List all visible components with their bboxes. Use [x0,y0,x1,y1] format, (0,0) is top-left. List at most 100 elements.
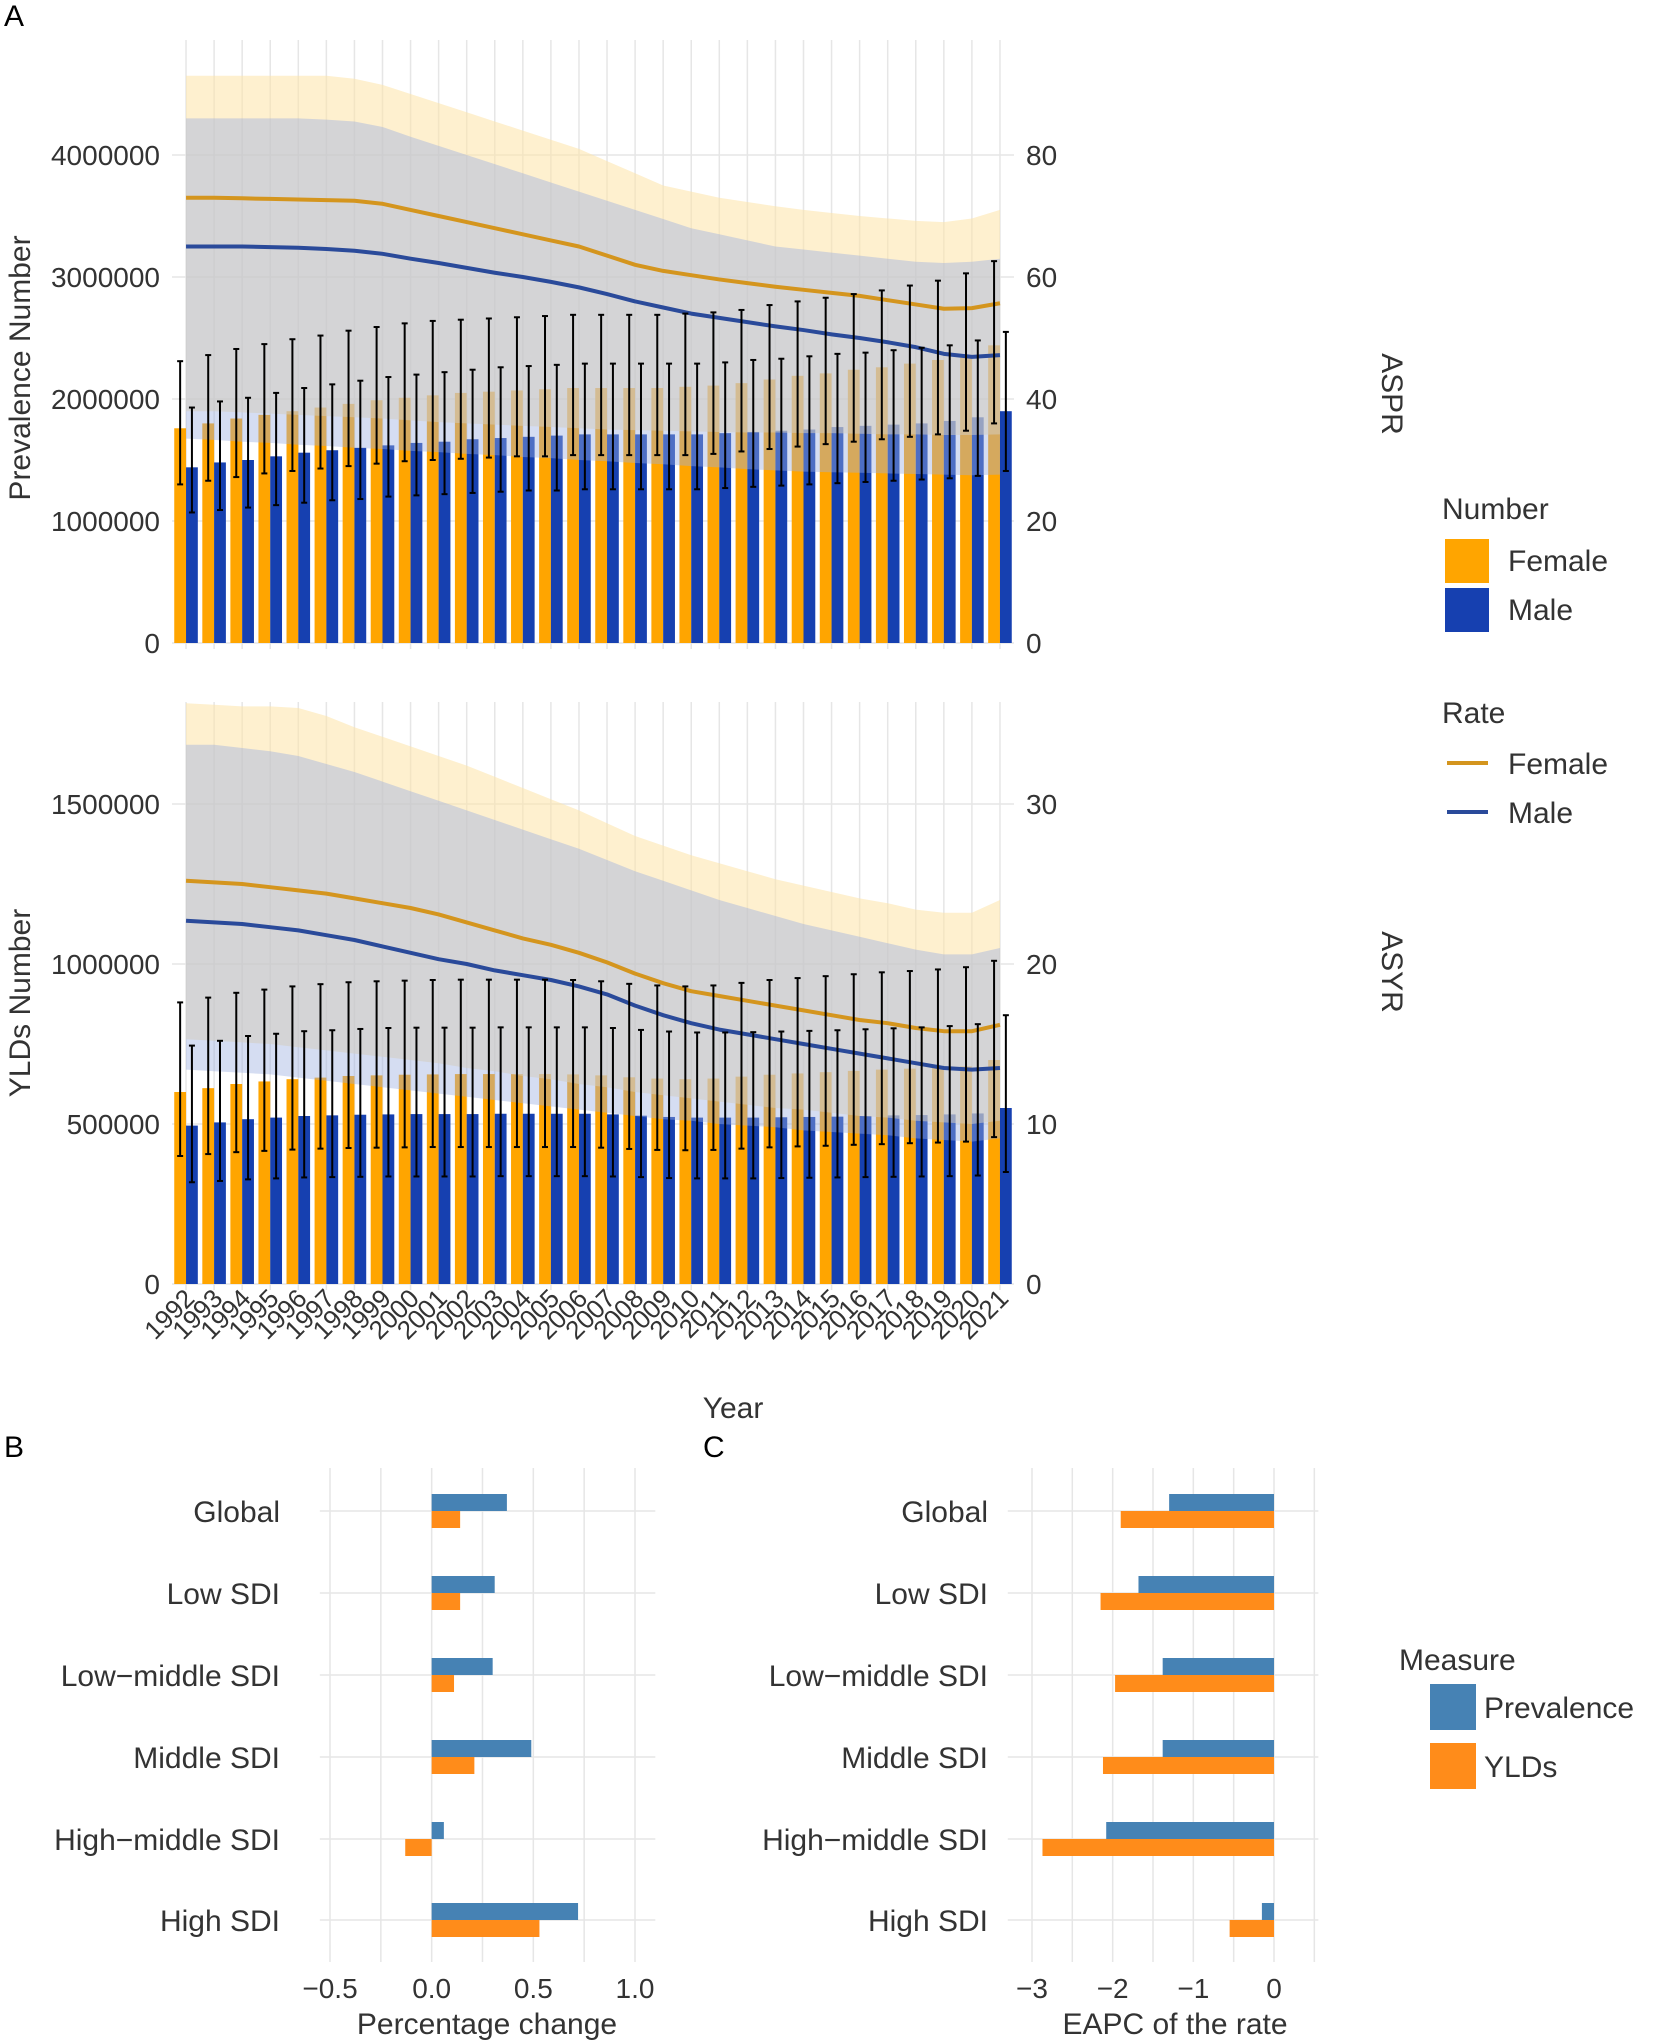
female-bar [595,388,608,643]
female-bar [763,379,776,643]
female-bar [791,375,804,643]
x-tick-label: 0.0 [412,1973,451,2004]
male-rate-line [185,918,1001,1072]
y2-tick-label: 40 [1026,384,1057,415]
x-tick-label: 1.0 [616,1973,655,2004]
female-bar [623,1077,636,1284]
y2-tick-label: 20 [1026,949,1057,980]
male-bar [242,460,254,643]
male-rate-band [186,118,1000,476]
female-bar [398,397,411,643]
ylds-bar [1100,1593,1274,1610]
ylds-bar [431,1593,461,1610]
legend-male-bar-swatch [1445,588,1489,632]
category-label: Low SDI [167,1578,280,1611]
prevalence-bar [431,1658,493,1675]
female-bar [539,1074,551,1284]
female-rate-band [186,75,1000,435]
panel-a-prevalence-chart: 0 1000000 2000000 3000000 4000000 0 20 40 60 80 Pr… [4,40,1408,659]
male-bar [494,438,507,643]
male-bar [943,420,956,643]
male-bar [859,425,872,643]
male-bar [691,1117,704,1284]
male-bar [298,1116,311,1284]
category-label: Low SDI [875,1578,988,1611]
male-bar [578,434,591,643]
y2-tick-label: 60 [1026,262,1057,293]
y2-tick-label: 30 [1026,789,1057,820]
male-bar [775,1117,788,1284]
female-bar [426,1074,439,1284]
female-bar [847,369,860,643]
female-bar [202,423,215,643]
ylds-bar [1102,1757,1274,1774]
male-bar [831,427,844,643]
legend-measure-title: Measure [1399,1644,1516,1677]
female-bar [651,1078,664,1284]
female-bar [370,1075,383,1284]
male-bar [326,1115,339,1284]
female-bar [595,1075,608,1284]
male-bar [803,429,816,643]
female-bar [735,1076,748,1284]
x-tick-label: −1 [1177,1973,1209,2004]
male-bar [663,1116,675,1284]
male-bar [242,1119,254,1284]
male-bar [971,417,984,643]
male-bar [438,441,451,643]
prevalence-bar [431,1822,444,1839]
male-bar [607,434,619,643]
panel-label-b: B [4,1431,24,1464]
male-bar [214,462,226,643]
female-bar [482,1074,495,1284]
male-bar [999,411,1012,643]
male-bar [635,434,647,643]
male-bar [915,1115,928,1284]
category-label: Low−middle SDI [769,1660,988,1693]
y2-axis-title: ASPR [1375,353,1408,435]
female-bar [511,390,523,643]
female-bar [230,1084,243,1284]
male-bar [971,1113,984,1284]
male-bar [831,1116,844,1284]
y-tick-label: 500000 [67,1109,160,1140]
legend-ylds-swatch [1430,1743,1476,1789]
male-bar [747,1117,760,1284]
x-axis-title: Year [703,1392,764,1425]
x-axis-title: EAPC of the rate [1062,2008,1287,2040]
prevalence-bar [431,1903,579,1920]
panel-b-percentage-change-chart: Global Low SDI Low−middle SDI Middle SDI Hig… [54,1468,656,2040]
male-bar [382,1114,395,1284]
x-tick-label: 0 [1266,1973,1282,2004]
legend-female-bar-swatch [1445,539,1489,583]
category-label: Middle SDI [133,1742,280,1775]
panel-a-x-axis: 1992199319941995199619971998199920002001… [138,1283,1014,1425]
y-tick-label: 3000000 [51,262,160,293]
male-bar [719,1117,732,1284]
male-bar [438,1114,451,1284]
female-bar [847,1070,860,1284]
category-label: Global [193,1496,280,1529]
y2-tick-label: 80 [1026,140,1057,171]
female-bar [735,383,748,643]
female-bar [286,411,299,643]
female-rate-line [186,195,1001,311]
male-bar [410,1114,423,1284]
x-tick-label: 0.5 [514,1973,553,2004]
female-bar [791,1073,804,1284]
female-bar [174,428,187,643]
y-axis-title: YLDs Number [4,909,37,1097]
y-tick-label: 4000000 [51,140,160,171]
legend-female-rate-label: Female [1508,748,1608,781]
ylds-bar [431,1511,461,1528]
legend-prevalence-label: Prevalence [1484,1692,1634,1725]
female-bar [342,403,355,643]
ylds-bar [1042,1839,1274,1856]
female-bar [679,1079,692,1284]
female-bar [819,373,832,643]
y-tick-label: 1000000 [51,506,160,537]
female-bar [988,1060,1000,1284]
female-bar [651,388,664,643]
